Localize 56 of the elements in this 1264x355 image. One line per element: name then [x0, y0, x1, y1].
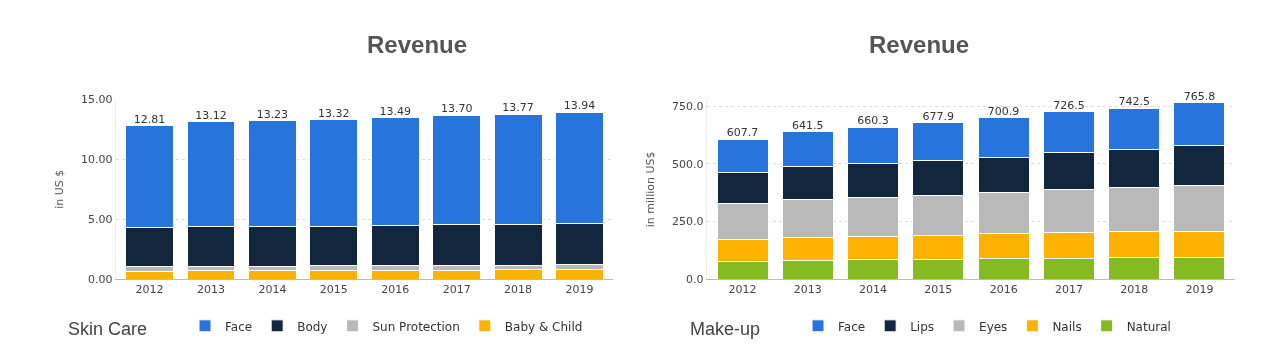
total-label: 726.5: [1053, 99, 1085, 113]
x-tick-label: 2016: [989, 283, 1018, 297]
legend-label: Face: [838, 319, 866, 334]
chart-title: Revenue: [869, 31, 970, 58]
total-label: 607.7: [726, 126, 759, 140]
y-tick-label: 5.00: [88, 213, 113, 227]
total-label: 765.8: [1183, 89, 1216, 103]
legend-label: Sun Protection: [372, 319, 460, 334]
x-tick-label: 2017: [442, 283, 471, 297]
y-tick-label: 500.0: [671, 157, 704, 171]
x-tick-label: 2013: [196, 283, 225, 297]
x-tick-label: 2012: [728, 283, 757, 297]
total-label: 13.23: [256, 107, 289, 121]
x-tick-label: 2014: [258, 283, 287, 297]
legend-label: Baby & Child: [504, 319, 583, 334]
y-tick-label: 10.00: [81, 153, 113, 167]
legend-label: Eyes: [979, 319, 1008, 334]
y-tick-label: 15.00: [81, 93, 113, 107]
x-tick-label: 2014: [859, 283, 888, 297]
total-label: 660.3: [857, 114, 889, 128]
total-label: 13.32: [318, 106, 350, 120]
chart-title: Revenue: [367, 31, 468, 58]
legend-label: Lips: [910, 319, 935, 334]
y-tick-label: 0.00: [88, 273, 113, 287]
total-label: 13.12: [195, 109, 227, 123]
total-label: 13.70: [440, 102, 473, 116]
total-label: 641.5: [792, 118, 824, 132]
total-label: 13.49: [379, 104, 412, 118]
x-tick-label: 2017: [1054, 283, 1083, 297]
legend-label: Face: [225, 319, 253, 334]
legend-title: Skin Care: [67, 318, 178, 339]
x-tick-label: 2016: [381, 283, 410, 297]
total-label: 677.9: [922, 110, 955, 124]
legend-title: Make-up: [689, 318, 791, 339]
x-tick-label: 2018: [1120, 283, 1149, 297]
total-label: 13.94: [563, 99, 596, 113]
x-tick-label: 2019: [565, 283, 594, 297]
x-tick-label: 2015: [924, 283, 953, 297]
y-tick-label: 750.0: [671, 100, 704, 114]
total-label: 700.9: [987, 104, 1020, 118]
x-tick-label: 2019: [1185, 283, 1214, 297]
legend-label: Body: [297, 319, 328, 334]
x-tick-label: 2015: [319, 283, 348, 297]
x-tick-label: 2012: [135, 283, 164, 297]
x-tick-label: 2018: [504, 283, 533, 297]
total-label: 13.77: [502, 101, 534, 115]
y-axis-title: in million US$: [643, 151, 657, 228]
y-axis-title: in US $: [52, 169, 66, 209]
y-tick-label: 0.0: [685, 273, 704, 287]
legend-label: Nails: [1052, 319, 1082, 334]
total-label: 742.5: [1118, 95, 1150, 109]
y-tick-label: 250.0: [671, 215, 704, 229]
bar: [186, 270, 236, 280]
legend-label: Natural: [1126, 319, 1171, 334]
x-tick-label: 2013: [793, 283, 822, 297]
total-label: 12.81: [133, 112, 166, 126]
